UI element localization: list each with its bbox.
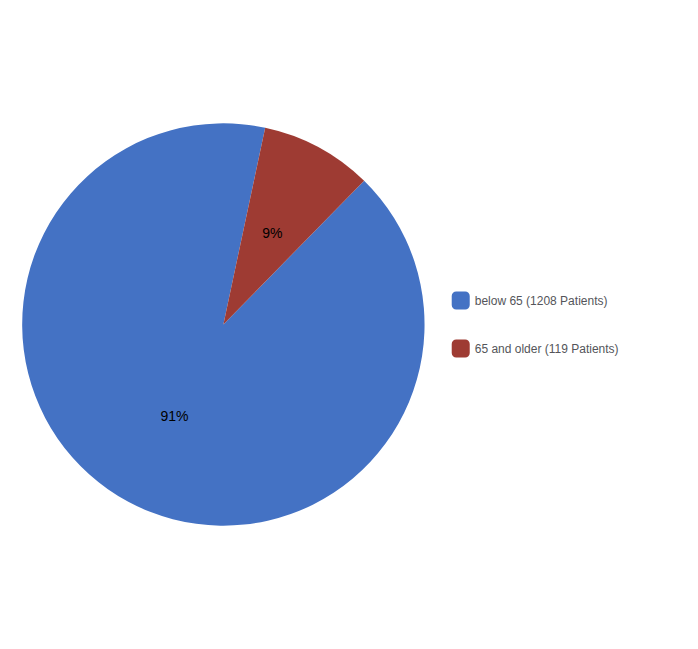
svg-text:65 and older (119 Patients): 65 and older (119 Patients): [475, 342, 619, 356]
svg-text:91%: 91%: [160, 408, 188, 424]
svg-text:below 65 (1208 Patients): below 65 (1208 Patients): [475, 294, 608, 308]
svg-text:9%: 9%: [262, 225, 282, 241]
